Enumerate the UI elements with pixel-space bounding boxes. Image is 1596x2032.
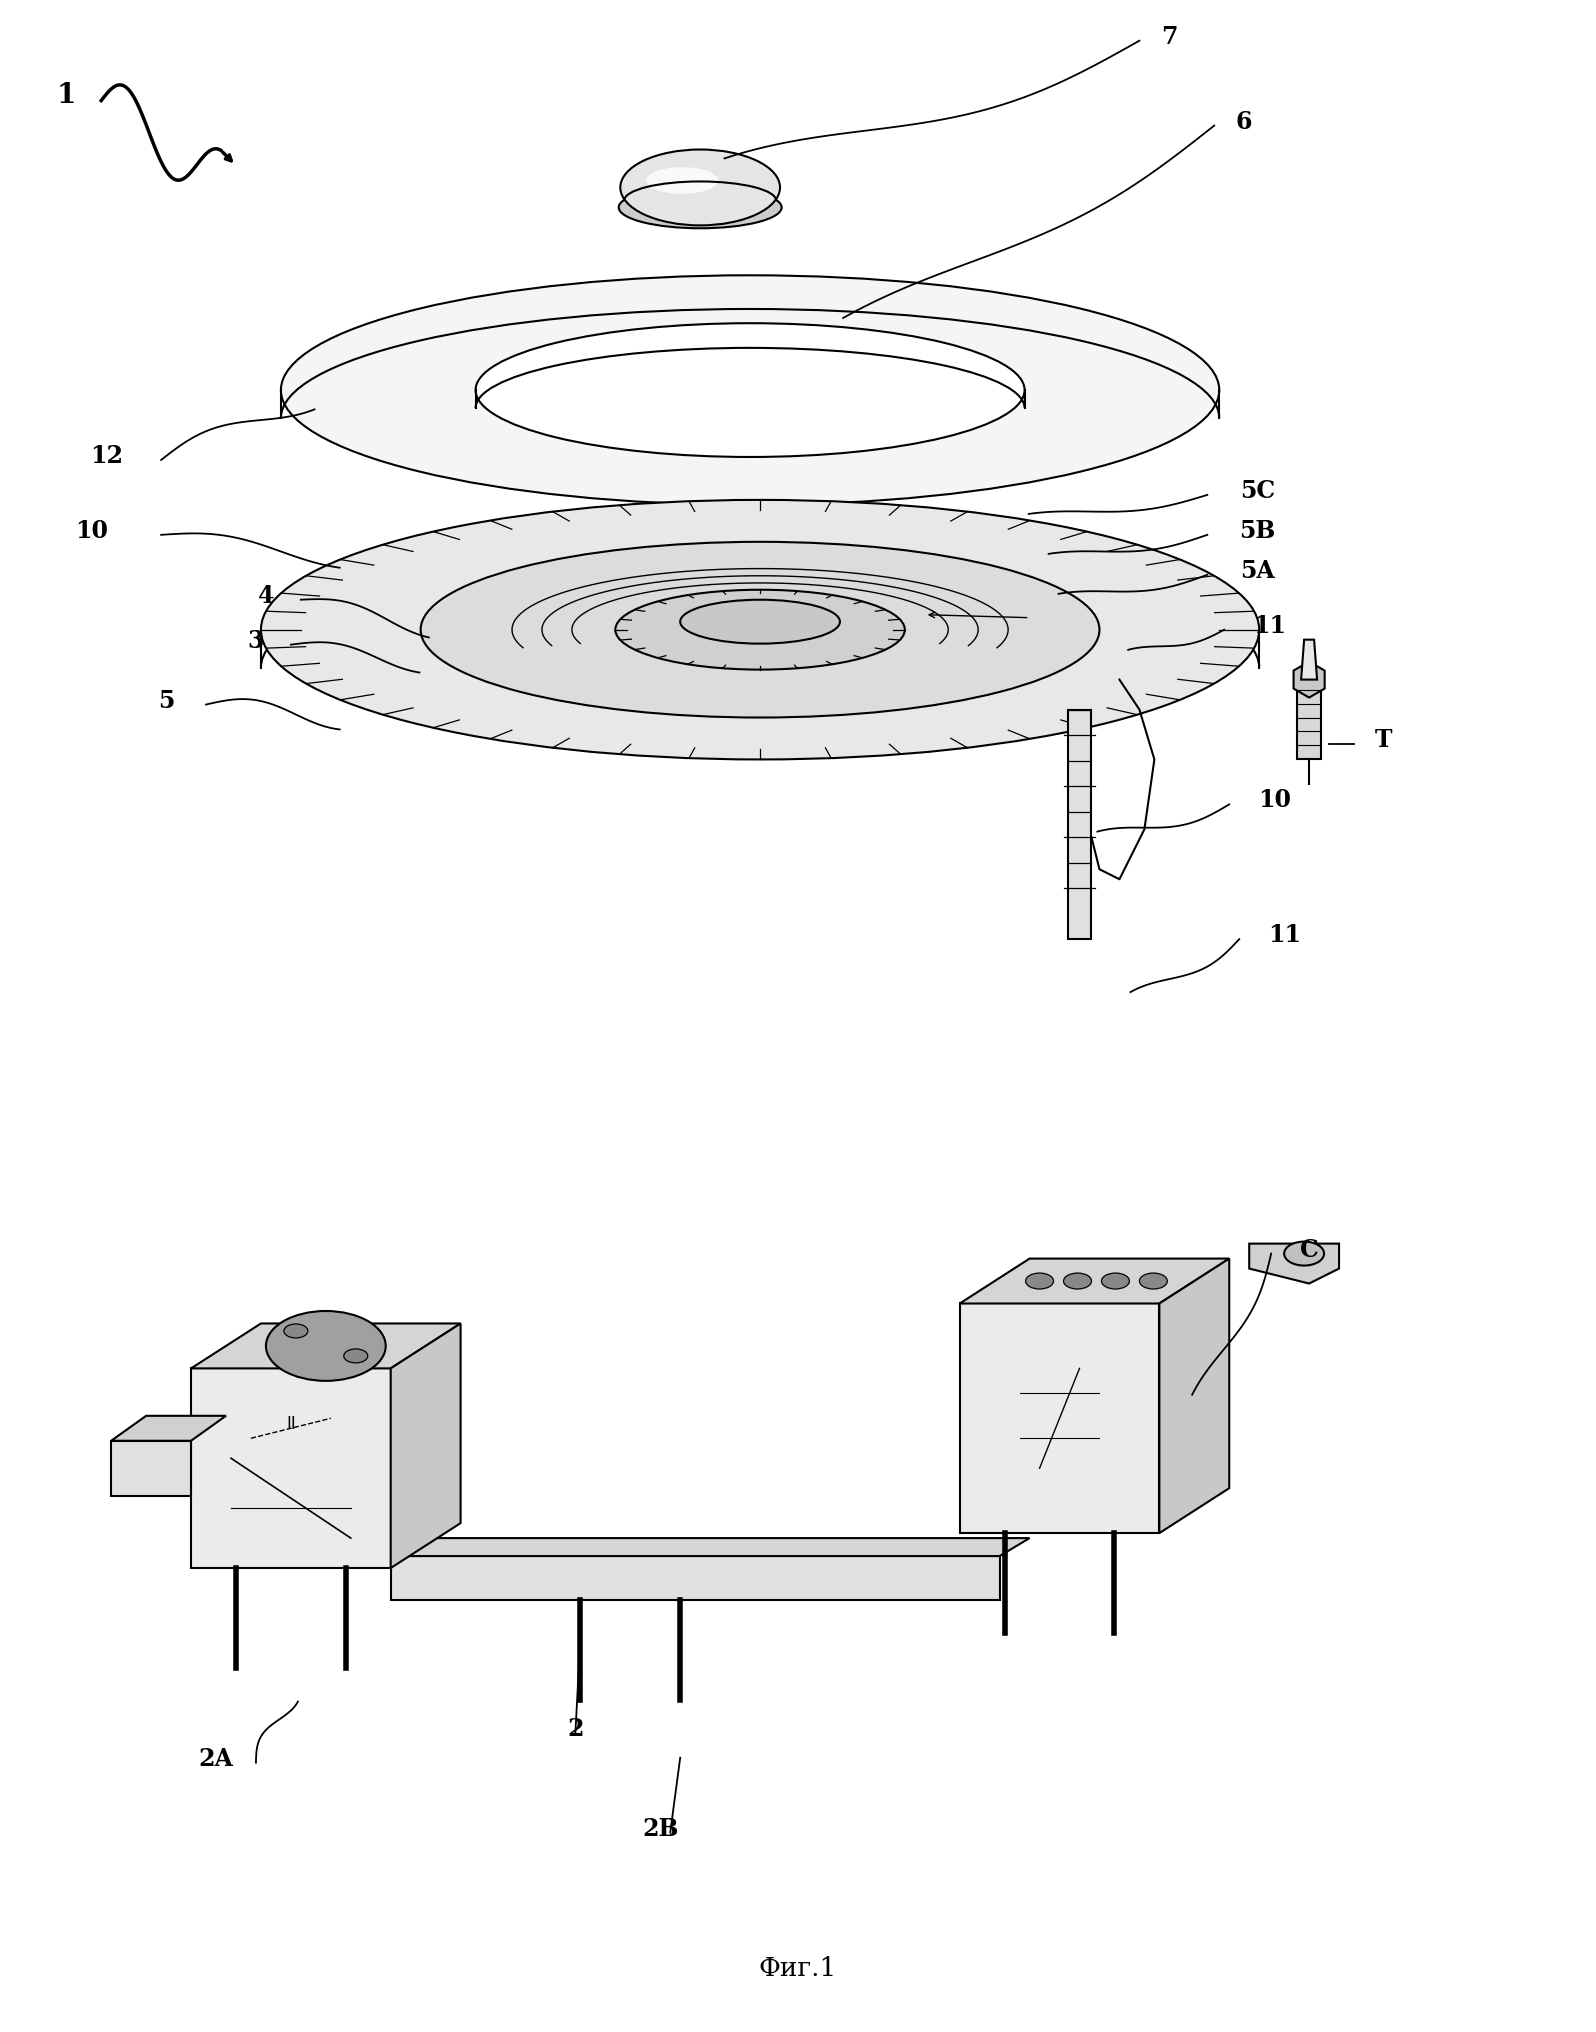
Ellipse shape — [1101, 1274, 1130, 1290]
Text: 7: 7 — [1162, 24, 1178, 49]
Ellipse shape — [616, 591, 905, 671]
Ellipse shape — [646, 169, 718, 195]
Polygon shape — [391, 1323, 461, 1569]
Ellipse shape — [1140, 1274, 1167, 1290]
Text: 5B: 5B — [1238, 518, 1275, 543]
Polygon shape — [192, 1370, 391, 1569]
Ellipse shape — [343, 1349, 367, 1363]
Text: 2: 2 — [567, 1715, 584, 1739]
Polygon shape — [1301, 640, 1317, 681]
Text: 12: 12 — [89, 443, 123, 467]
Ellipse shape — [284, 1325, 308, 1339]
Polygon shape — [391, 1538, 1029, 1557]
Ellipse shape — [1285, 1242, 1325, 1266]
Polygon shape — [959, 1305, 1159, 1534]
Ellipse shape — [619, 187, 782, 230]
Text: 1: 1 — [56, 81, 75, 108]
Text: 3: 3 — [247, 628, 263, 652]
Text: 10: 10 — [1258, 788, 1291, 813]
Text: C: C — [1299, 1237, 1318, 1262]
Polygon shape — [1159, 1260, 1229, 1534]
Text: 5C: 5C — [1240, 480, 1275, 502]
Text: 4: 4 — [257, 583, 275, 608]
Polygon shape — [1298, 681, 1321, 760]
Ellipse shape — [260, 500, 1259, 760]
Text: 10: 10 — [75, 518, 109, 543]
Ellipse shape — [476, 323, 1025, 457]
Text: 5: 5 — [158, 689, 174, 711]
Ellipse shape — [680, 599, 839, 644]
Polygon shape — [959, 1260, 1229, 1305]
Ellipse shape — [1063, 1274, 1092, 1290]
Polygon shape — [112, 1416, 227, 1441]
Text: 2A: 2A — [198, 1745, 233, 1770]
Ellipse shape — [281, 276, 1219, 506]
Ellipse shape — [421, 543, 1100, 717]
Text: 5A: 5A — [1240, 559, 1275, 583]
Ellipse shape — [267, 1311, 386, 1382]
Text: II: II — [286, 1414, 295, 1433]
Text: Фиг.1: Фиг.1 — [758, 1955, 838, 1979]
Polygon shape — [1068, 709, 1092, 939]
Text: 6: 6 — [1235, 110, 1253, 134]
Text: 2B: 2B — [642, 1817, 678, 1839]
Ellipse shape — [1026, 1274, 1053, 1290]
Text: 11: 11 — [1267, 923, 1301, 947]
Ellipse shape — [621, 150, 780, 226]
Text: 11: 11 — [1253, 614, 1286, 638]
Polygon shape — [1293, 662, 1325, 699]
Polygon shape — [112, 1441, 192, 1496]
Polygon shape — [391, 1557, 999, 1599]
Polygon shape — [192, 1323, 461, 1370]
Text: T: T — [1376, 727, 1393, 752]
Polygon shape — [1250, 1244, 1339, 1284]
